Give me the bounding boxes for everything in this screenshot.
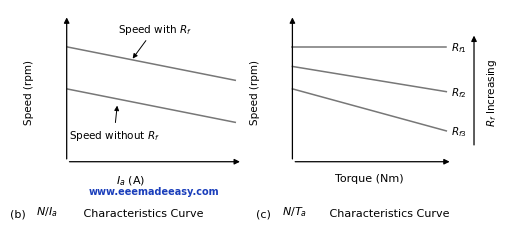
- Text: www.eeemadeeasy.com: www.eeemadeeasy.com: [89, 186, 219, 196]
- Text: (c): (c): [256, 208, 275, 218]
- Text: $R_{f2}$: $R_{f2}$: [451, 85, 466, 99]
- Text: $N/I_a$: $N/I_a$: [36, 205, 57, 218]
- Text: $R_{f1}$: $R_{f1}$: [451, 41, 467, 54]
- Text: $I_a$ (A): $I_a$ (A): [116, 173, 146, 187]
- Text: Characteristics Curve: Characteristics Curve: [326, 208, 449, 218]
- Text: $N/T_a$: $N/T_a$: [282, 205, 307, 218]
- Text: (b): (b): [10, 208, 30, 218]
- Text: Speed without $R_f$: Speed without $R_f$: [69, 107, 160, 142]
- Text: $R_f$ Increasing: $R_f$ Increasing: [485, 58, 500, 126]
- Text: Speed with $R_f$: Speed with $R_f$: [118, 22, 192, 58]
- Text: $R_{f3}$: $R_{f3}$: [451, 124, 467, 138]
- Text: Characteristics Curve: Characteristics Curve: [80, 208, 203, 218]
- Text: Speed (rpm): Speed (rpm): [250, 60, 261, 125]
- Text: Torque (Nm): Torque (Nm): [335, 173, 404, 183]
- Text: Speed (rpm): Speed (rpm): [25, 60, 34, 125]
